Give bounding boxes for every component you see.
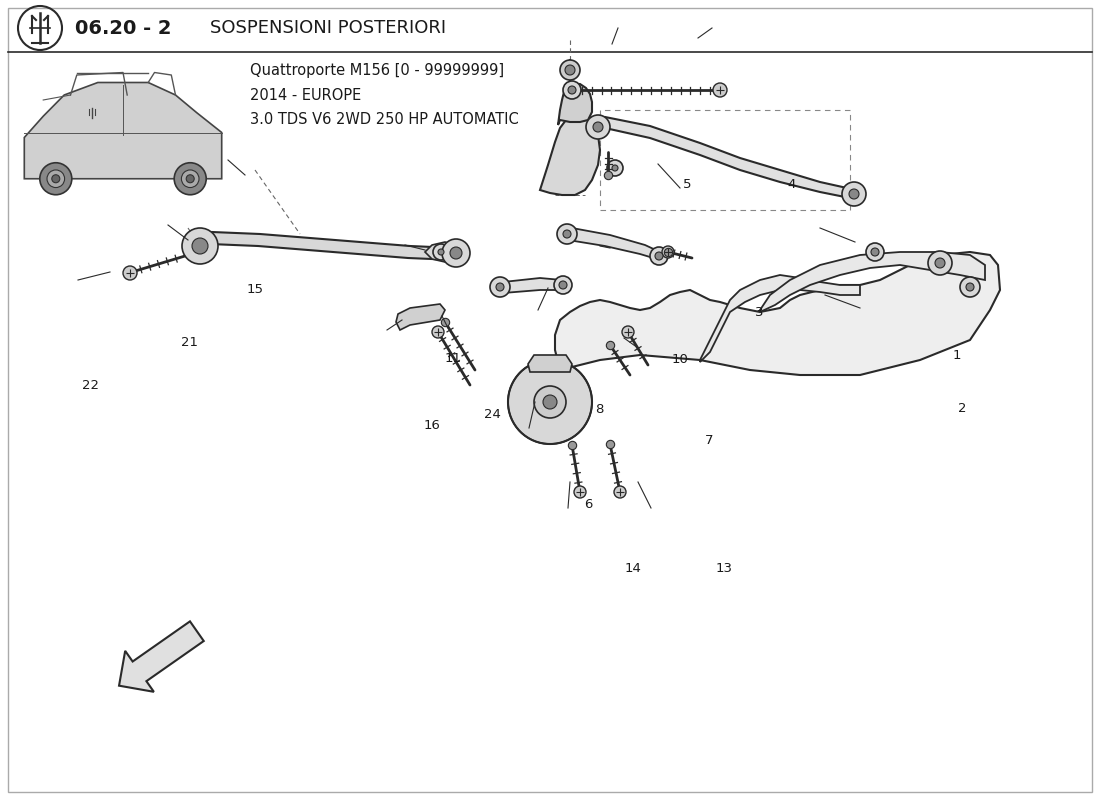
Circle shape [438, 249, 444, 255]
Circle shape [559, 281, 566, 289]
Polygon shape [595, 117, 856, 198]
Circle shape [935, 258, 945, 268]
Polygon shape [700, 275, 860, 362]
Circle shape [654, 252, 663, 260]
Circle shape [432, 326, 444, 338]
Polygon shape [198, 232, 460, 260]
Text: 8: 8 [595, 403, 604, 416]
Circle shape [123, 266, 138, 280]
Circle shape [508, 360, 592, 444]
Polygon shape [396, 304, 446, 330]
Circle shape [554, 276, 572, 294]
Circle shape [182, 170, 199, 187]
Circle shape [565, 65, 575, 75]
Polygon shape [760, 252, 984, 312]
Circle shape [490, 277, 510, 297]
Text: Quattroporte M156 [0 - 99999999]: Quattroporte M156 [0 - 99999999] [250, 62, 504, 78]
Circle shape [40, 162, 72, 194]
Text: 11: 11 [444, 352, 462, 365]
Text: 3.0 TDS V6 2WD 250 HP AUTOMATIC: 3.0 TDS V6 2WD 250 HP AUTOMATIC [250, 113, 519, 127]
Circle shape [563, 230, 571, 238]
Polygon shape [558, 84, 592, 125]
Circle shape [174, 162, 206, 194]
Text: 16: 16 [424, 419, 441, 432]
Text: 22: 22 [81, 379, 99, 392]
Circle shape [960, 277, 980, 297]
Circle shape [612, 165, 618, 171]
Polygon shape [540, 114, 600, 195]
Circle shape [928, 251, 952, 275]
Circle shape [568, 86, 576, 94]
Circle shape [560, 60, 580, 80]
Polygon shape [498, 278, 565, 293]
Circle shape [442, 239, 470, 267]
Circle shape [849, 189, 859, 199]
Text: 5: 5 [683, 178, 692, 190]
Circle shape [182, 228, 218, 264]
Circle shape [593, 122, 603, 132]
Circle shape [866, 243, 884, 261]
Polygon shape [556, 252, 1000, 375]
Circle shape [614, 486, 626, 498]
Circle shape [607, 160, 623, 176]
Text: 15: 15 [246, 283, 264, 296]
Text: 4: 4 [788, 178, 796, 190]
Text: 13: 13 [715, 562, 733, 574]
Polygon shape [425, 242, 458, 262]
Circle shape [192, 238, 208, 254]
Text: 2014 - EUROPE: 2014 - EUROPE [250, 87, 361, 102]
Circle shape [871, 248, 879, 256]
Text: 21: 21 [180, 336, 198, 349]
Text: 14: 14 [624, 562, 641, 574]
Text: SOSPENSIONI POSTERIORI: SOSPENSIONI POSTERIORI [210, 19, 447, 37]
Circle shape [966, 283, 974, 291]
Polygon shape [565, 228, 660, 260]
Circle shape [543, 395, 557, 409]
Text: 7: 7 [705, 434, 714, 446]
Polygon shape [119, 622, 204, 692]
Text: 3: 3 [755, 306, 763, 318]
Circle shape [842, 182, 866, 206]
Circle shape [433, 244, 449, 260]
Text: 06.20 - 2: 06.20 - 2 [75, 18, 172, 38]
Circle shape [662, 246, 674, 258]
Circle shape [650, 247, 668, 265]
Circle shape [621, 326, 634, 338]
Circle shape [496, 283, 504, 291]
Text: 24: 24 [484, 408, 502, 421]
Circle shape [47, 170, 65, 187]
Text: 6: 6 [584, 498, 593, 510]
Circle shape [557, 224, 578, 244]
Polygon shape [24, 82, 222, 178]
Circle shape [450, 247, 462, 259]
Circle shape [563, 81, 581, 99]
Circle shape [574, 486, 586, 498]
Circle shape [713, 83, 727, 97]
Text: 10: 10 [671, 354, 689, 366]
Circle shape [52, 174, 59, 182]
Text: 1: 1 [953, 350, 961, 362]
Text: 2: 2 [958, 402, 967, 414]
Circle shape [534, 386, 566, 418]
Polygon shape [528, 355, 572, 372]
Circle shape [586, 115, 611, 139]
Circle shape [186, 174, 195, 182]
